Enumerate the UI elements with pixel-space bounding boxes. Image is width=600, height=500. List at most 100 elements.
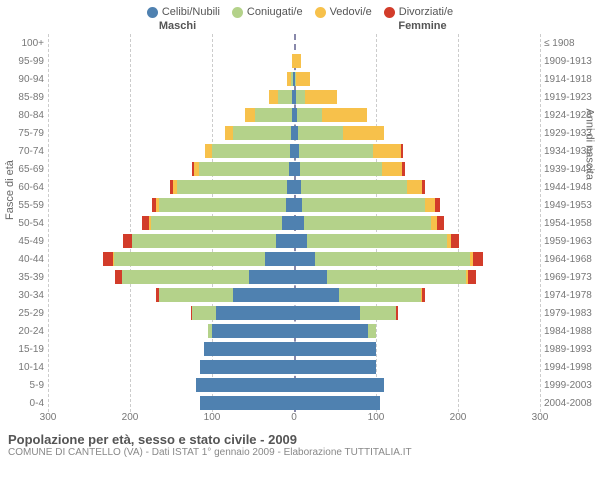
segment-c <box>298 126 343 140</box>
birth-label: 1994-1998 <box>544 362 598 373</box>
male-bar <box>48 72 294 86</box>
chart-row: 0-42004-2008 <box>48 394 540 412</box>
segment-c <box>315 252 471 266</box>
age-label: 60-64 <box>4 182 44 193</box>
segment-s <box>294 288 339 302</box>
segment-s <box>294 234 307 248</box>
chart-row: 20-241984-1988 <box>48 322 540 340</box>
age-label: 45-49 <box>4 236 44 247</box>
age-label: 90-94 <box>4 74 44 85</box>
male-bar <box>48 162 294 176</box>
segment-s <box>249 270 294 284</box>
age-label: 0-4 <box>4 398 44 409</box>
legend-swatch <box>384 7 395 18</box>
segment-w <box>382 162 403 176</box>
segment-w <box>425 198 435 212</box>
segment-s <box>233 288 295 302</box>
legend-item: Vedovi/e <box>315 6 372 18</box>
x-tick: 300 <box>532 412 549 423</box>
segment-w <box>269 90 277 104</box>
age-label: 10-14 <box>4 362 44 373</box>
female-bar <box>294 162 540 176</box>
male-bar <box>48 288 294 302</box>
legend-swatch <box>147 7 158 18</box>
segment-s <box>294 216 304 230</box>
chart-row: 10-141994-1998 <box>48 358 540 376</box>
birth-label: 2004-2008 <box>544 398 598 409</box>
birth-label: ≤ 1908 <box>544 38 598 49</box>
age-label: 5-9 <box>4 380 44 391</box>
segment-d <box>401 144 403 158</box>
segment-c <box>114 252 266 266</box>
segment-s <box>216 306 294 320</box>
segment-s <box>294 324 368 338</box>
chart-row: 15-191989-1993 <box>48 340 540 358</box>
segment-c <box>151 216 282 230</box>
male-bar <box>48 270 294 284</box>
legend-item: Celibi/Nubili <box>147 6 220 18</box>
header-female: Femmine <box>300 20 545 32</box>
x-tick: 100 <box>368 412 385 423</box>
gender-header: Maschi Femmine <box>0 20 600 34</box>
segment-c <box>339 288 421 302</box>
segment-c <box>278 90 293 104</box>
male-bar <box>48 324 294 338</box>
segment-d <box>437 216 444 230</box>
segment-c <box>255 108 292 122</box>
segment-d <box>396 306 398 320</box>
age-label: 25-29 <box>4 308 44 319</box>
x-tick: 200 <box>122 412 139 423</box>
segment-d <box>402 162 404 176</box>
segment-c <box>212 144 290 158</box>
male-bar <box>48 396 294 410</box>
segment-s <box>294 306 360 320</box>
male-bar <box>48 108 294 122</box>
x-tick: 0 <box>291 412 297 423</box>
segment-s <box>265 252 294 266</box>
age-label: 30-34 <box>4 290 44 301</box>
segment-s <box>276 234 294 248</box>
female-bar <box>294 144 540 158</box>
male-bar <box>48 36 294 50</box>
segment-s <box>212 324 294 338</box>
segment-c <box>192 306 217 320</box>
segment-s <box>294 198 302 212</box>
male-bar <box>48 360 294 374</box>
female-bar <box>294 378 540 392</box>
segment-c <box>301 180 408 194</box>
male-bar <box>48 378 294 392</box>
segment-s <box>200 360 294 374</box>
chart-row: 80-841924-1928 <box>48 106 540 124</box>
chart-subtitle: COMUNE DI CANTELLO (VA) - Dati ISTAT 1° … <box>8 447 592 458</box>
age-label: 70-74 <box>4 146 44 157</box>
birth-label: 1929-1933 <box>544 128 598 139</box>
male-bar <box>48 342 294 356</box>
chart-row: 5-91999-2003 <box>48 376 540 394</box>
female-bar <box>294 72 540 86</box>
male-bar <box>48 90 294 104</box>
legend-label: Divorziati/e <box>399 6 453 18</box>
legend-label: Coniugati/e <box>247 6 303 18</box>
birth-label: 1969-1973 <box>544 272 598 283</box>
female-bar <box>294 108 540 122</box>
age-label: 35-39 <box>4 272 44 283</box>
birth-label: 1909-1913 <box>544 56 598 67</box>
legend-label: Vedovi/e <box>330 6 372 18</box>
segment-s <box>294 270 327 284</box>
segment-c <box>233 126 290 140</box>
legend-swatch <box>232 7 243 18</box>
legend-label: Celibi/Nubili <box>162 6 220 18</box>
age-label: 75-79 <box>4 128 44 139</box>
segment-s <box>196 378 294 392</box>
grid-line <box>540 34 541 412</box>
age-label: 100+ <box>4 38 44 49</box>
segment-d <box>422 180 425 194</box>
chart-row: 40-441964-1968 <box>48 250 540 268</box>
x-axis: 3002001000100200300 <box>48 412 540 426</box>
legend-item: Divorziati/e <box>384 6 453 18</box>
segment-d <box>473 252 483 266</box>
chart-area: 100+≤ 190895-991909-191390-941914-191885… <box>48 34 540 412</box>
chart-row: 75-791929-1933 <box>48 124 540 142</box>
birth-label: 1919-1923 <box>544 92 598 103</box>
segment-s <box>204 342 294 356</box>
